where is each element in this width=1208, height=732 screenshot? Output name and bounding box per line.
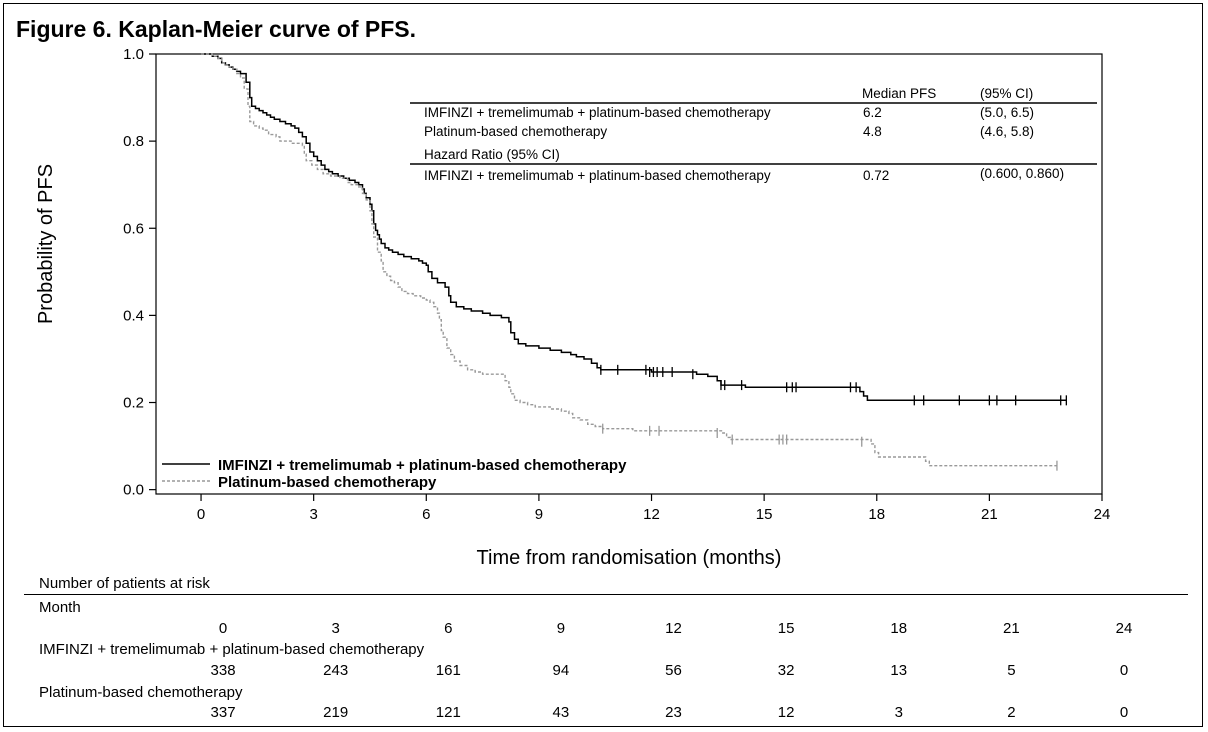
table-header-ci: (95% CI) <box>980 86 1033 101</box>
table-hr-label: IMFINZI + tremelimumab + platinum-based … <box>424 168 771 183</box>
y-axis-title: Probability of PFS <box>35 164 57 324</box>
table-header-median: Median PFS <box>862 86 936 101</box>
median-pfs-table: Median PFS (95% CI) IMFINZI + tremelimumab… <box>410 86 1097 183</box>
table-row-ci-1: (5.0, 6.5) <box>980 105 1034 120</box>
chart-axes: 0 3 6 9 12 15 18 21 24 0.0 0.2 0.4 0.6 0.8 1.0 Time fro… <box>35 46 1110 569</box>
x-tick-label: 18 <box>868 506 885 523</box>
x-axis-title: Time from randomisation (months) <box>477 547 782 569</box>
table-hr-ci: (0.600, 0.860) <box>980 166 1064 181</box>
chart-legend: IMFINZI + tremelimumab + platinum-based … <box>162 457 627 491</box>
series-line-2 <box>201 53 1057 467</box>
x-tick-label: 0 <box>197 506 205 523</box>
plot-frame <box>155 53 1103 495</box>
legend-label-1: IMFINZI + tremelimumab + platinum-based … <box>218 457 627 474</box>
table-row-ci-2: (4.6, 5.8) <box>980 124 1034 139</box>
table-row-label-1: IMFINZI + tremelimumab + platinum-based … <box>424 105 771 120</box>
y-tick-label: 0.2 <box>123 395 144 412</box>
table-row-median-1: 6.2 <box>863 105 882 120</box>
y-tick-label: 1.0 <box>123 46 144 63</box>
series-line-1 <box>201 53 1067 402</box>
x-tick-label: 6 <box>422 506 430 523</box>
y-tick-label: 0.6 <box>123 220 144 237</box>
x-tick-label: 3 <box>309 506 317 523</box>
x-tick-label: 15 <box>756 506 773 523</box>
figure-title: Figure 6. Kaplan-Meier curve of PFS. <box>16 16 417 42</box>
table-hr-value: 0.72 <box>863 168 889 183</box>
x-tick-label: 9 <box>535 506 543 523</box>
table-row-median-2: 4.8 <box>863 124 882 139</box>
table-row-label-2: Platinum-based chemotherapy <box>424 124 607 139</box>
chart-series <box>201 53 1067 471</box>
x-tick-label: 12 <box>643 506 660 523</box>
x-tick-label: 21 <box>981 506 998 523</box>
y-tick-label: 0.4 <box>123 307 144 324</box>
y-tick-label: 0.0 <box>123 482 144 499</box>
y-tick-label: 0.8 <box>123 133 144 150</box>
figure-frame <box>3 3 1203 727</box>
table-hr-header: Hazard Ratio (95% CI) <box>424 147 560 162</box>
legend-label-2: Platinum-based chemotherapy <box>218 474 437 491</box>
x-tick-label: 24 <box>1094 506 1111 523</box>
